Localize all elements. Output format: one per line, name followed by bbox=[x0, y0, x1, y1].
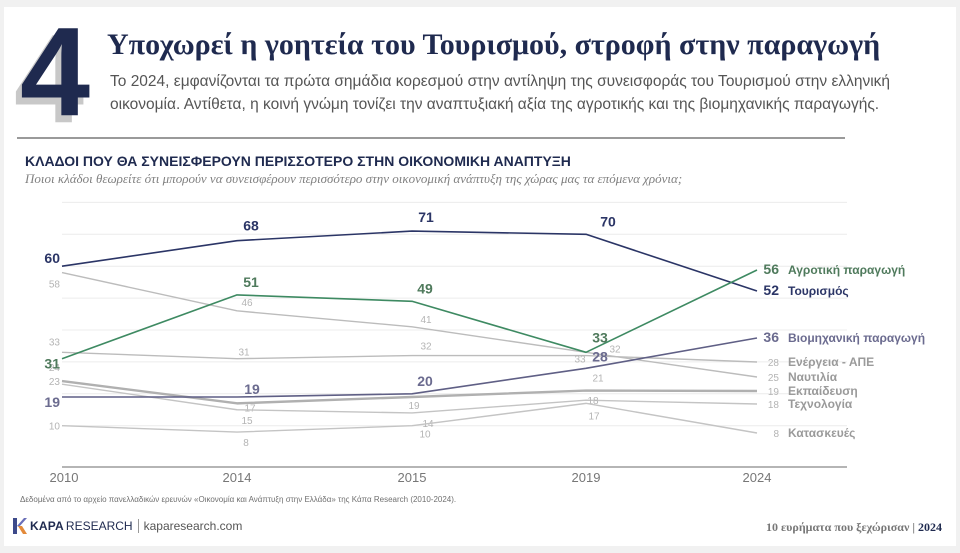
data-label: 56 bbox=[763, 261, 779, 277]
series-line bbox=[61, 383, 758, 414]
data-label: 70 bbox=[600, 213, 616, 229]
chart-subtitle: Ποιοι κλάδοι θεωρείτε ότι μπορούν να συν… bbox=[25, 171, 683, 186]
x-tick-label: 2010 bbox=[50, 470, 79, 485]
data-label: 41 bbox=[420, 315, 432, 326]
series-name-label: Ενέργεια - ΑΠΕ bbox=[788, 355, 874, 369]
x-tick-label: 2015 bbox=[398, 470, 427, 485]
series-line bbox=[61, 379, 758, 405]
data-label: 36 bbox=[763, 329, 779, 345]
data-label: 31 bbox=[44, 356, 60, 372]
series-line bbox=[61, 269, 758, 360]
data-label: 31 bbox=[238, 348, 250, 359]
data-label: 15 bbox=[241, 416, 253, 427]
data-label: 18 bbox=[768, 400, 780, 411]
website-link[interactable]: kaparesearch.com bbox=[143, 519, 243, 533]
data-label: 32 bbox=[609, 345, 621, 356]
data-label: 23 bbox=[49, 377, 61, 388]
data-label: 19 bbox=[768, 387, 780, 398]
data-label: 24 bbox=[49, 363, 61, 374]
series-footer: 10 ευρήματα που ξεχώρισαν | 2024 bbox=[766, 520, 942, 535]
data-label: 17 bbox=[244, 403, 256, 414]
data-label: 18 bbox=[587, 396, 599, 407]
chart-title: ΚΛΑΔΟΙ ΠΟΥ ΘΑ ΣΥΝΕΙΣΦΕΡΟΥΝ ΠΕΡΙΣΣΟΤΕΡΟ Σ… bbox=[25, 153, 571, 169]
data-label: 19 bbox=[44, 394, 60, 410]
x-tick-label: 2014 bbox=[223, 470, 252, 485]
kapa-k-icon bbox=[13, 518, 27, 534]
data-label: 17 bbox=[588, 411, 600, 422]
data-label: 60 bbox=[44, 250, 60, 266]
data-label: 68 bbox=[243, 218, 259, 234]
series-line bbox=[61, 402, 758, 434]
data-label: 58 bbox=[49, 280, 61, 291]
x-tick-label: 2024 bbox=[743, 470, 772, 485]
data-label: 19 bbox=[244, 381, 260, 397]
data-label: 71 bbox=[418, 209, 434, 225]
page-subtitle: Το 2024, εμφανίζονται τα πρώτα σημάδια κ… bbox=[110, 73, 891, 113]
data-label: 46 bbox=[241, 298, 253, 309]
infographic-card bbox=[4, 7, 956, 546]
data-label: 8 bbox=[773, 429, 779, 440]
data-label: 8 bbox=[243, 438, 249, 449]
kapa-research-logo: KAPA RESEARCH kaparesearch.com bbox=[13, 518, 242, 534]
series-footer-year: 2024 bbox=[918, 520, 942, 534]
data-label: 52 bbox=[763, 282, 779, 298]
series-line bbox=[61, 230, 758, 292]
x-tick-label: 2019 bbox=[572, 470, 601, 485]
data-label: 49 bbox=[417, 280, 433, 296]
series-name-label: Τουρισμός bbox=[788, 284, 849, 298]
series-line bbox=[61, 271, 758, 378]
page-title: Υποχωρεί η γοητεία του Τουρισμού, στροφή… bbox=[107, 28, 881, 61]
data-label: 33 bbox=[49, 337, 61, 348]
logo-research-text: RESEARCH bbox=[65, 519, 133, 533]
data-label: 10 bbox=[419, 430, 431, 441]
data-label: 33 bbox=[574, 354, 586, 365]
divider bbox=[17, 137, 845, 139]
source-note: Δεδομένα από το αρχείο πανελλαδικών ερευ… bbox=[20, 495, 457, 504]
finding-number: 4 bbox=[20, 1, 90, 142]
series-line bbox=[62, 337, 758, 398]
data-label: 20 bbox=[417, 373, 433, 389]
data-label: 25 bbox=[768, 373, 780, 384]
series-name-label: Τεχνολογία bbox=[788, 397, 853, 411]
data-label: 14 bbox=[422, 419, 434, 430]
data-label: 32 bbox=[420, 342, 432, 353]
data-label: 28 bbox=[768, 358, 780, 369]
logo-separator bbox=[137, 519, 139, 533]
data-label: 28 bbox=[592, 348, 608, 364]
data-label: 51 bbox=[243, 274, 259, 290]
data-label: 33 bbox=[592, 329, 608, 345]
series-name-label: Αγροτική παραγωγή bbox=[788, 263, 905, 277]
series-name-label: Κατασκευές bbox=[788, 426, 855, 440]
data-label: 19 bbox=[408, 401, 420, 412]
data-label: 21 bbox=[592, 374, 604, 385]
series-footer-text: 10 ευρήματα που ξεχώρισαν | bbox=[766, 520, 918, 534]
series-name-label: Βιομηχανική παραγωγή bbox=[788, 331, 925, 345]
series-name-label: Εκπαίδευση bbox=[788, 384, 858, 398]
data-label: 10 bbox=[49, 422, 61, 433]
series-name-label: Ναυτιλία bbox=[788, 370, 838, 384]
logo-kapa-text: KAPA bbox=[30, 519, 64, 533]
